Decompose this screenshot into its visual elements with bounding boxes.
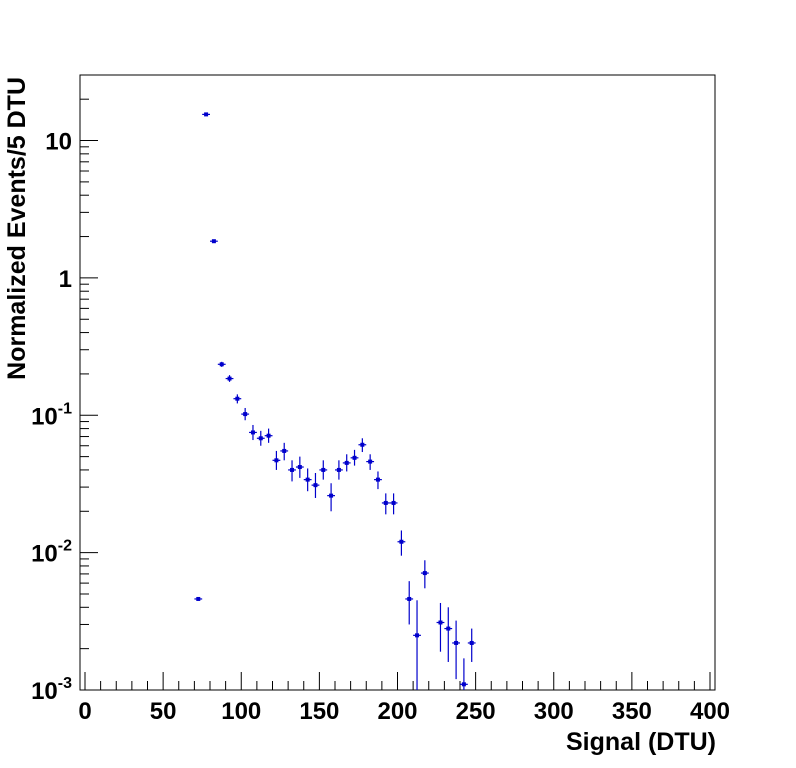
point-marker <box>329 493 334 498</box>
point-marker <box>321 467 326 472</box>
data-point <box>405 581 414 625</box>
data-point <box>350 449 359 466</box>
data-point <box>319 460 328 480</box>
data-point <box>460 658 468 690</box>
data-point <box>366 454 375 470</box>
point-marker <box>219 362 224 367</box>
point-marker <box>407 596 412 601</box>
y-tick-exponent: -3 <box>58 675 72 692</box>
data-point <box>249 424 257 441</box>
data-point <box>256 430 265 446</box>
x-tick-label: 50 <box>150 698 177 725</box>
point-marker <box>461 682 466 687</box>
data-point <box>303 468 312 492</box>
data-point <box>194 596 203 601</box>
data-point <box>335 460 343 480</box>
data-point <box>217 361 226 367</box>
data-point <box>202 112 210 117</box>
data-point <box>327 483 335 512</box>
x-tick-label: 300 <box>534 698 574 725</box>
y-tick-mantissa: 1 <box>59 266 72 293</box>
plot-frame <box>79 74 716 691</box>
point-marker <box>352 455 357 460</box>
point-marker <box>422 571 427 576</box>
y-tick-label: 10-3 <box>31 675 72 705</box>
data-point <box>295 456 304 478</box>
data-point <box>225 375 234 382</box>
point-marker <box>235 396 240 401</box>
point-marker <box>454 640 459 645</box>
point-marker <box>211 239 216 244</box>
y-tick-mantissa: 10 <box>31 403 58 430</box>
x-tick-label: 350 <box>612 698 652 725</box>
point-marker <box>336 467 341 472</box>
data-point <box>288 460 296 482</box>
point-marker <box>204 112 209 117</box>
data-point <box>452 620 460 680</box>
point-marker <box>266 433 271 438</box>
x-axis: 0 50 100 150 200 250 300 350 400 <box>78 672 730 725</box>
y-axis-title: Normalized Events/5 DTU <box>3 77 31 380</box>
point-marker <box>250 430 255 435</box>
x-tick-label: 200 <box>377 698 417 725</box>
data-point <box>436 602 445 652</box>
point-marker <box>399 539 404 544</box>
x-tick-label: 150 <box>299 698 339 725</box>
y-tick-label: 10-1 <box>31 400 72 430</box>
x-tick-label: 400 <box>690 698 730 725</box>
data-point <box>381 493 390 515</box>
point-marker <box>391 500 396 505</box>
point-marker <box>305 477 310 482</box>
data-point <box>280 442 289 461</box>
data-point <box>467 628 476 662</box>
point-marker <box>469 640 474 645</box>
y-tick-mantissa: 10 <box>31 678 58 705</box>
data-point <box>374 471 382 490</box>
y-tick-label: 1 <box>59 266 72 293</box>
data-point <box>233 394 242 404</box>
data-point <box>413 600 421 690</box>
y-tick-mantissa: 10 <box>45 129 72 156</box>
point-marker <box>243 412 248 417</box>
point-marker <box>344 460 349 465</box>
point-marker <box>290 467 295 472</box>
data-point <box>444 607 453 662</box>
point-marker <box>446 626 451 631</box>
point-marker <box>258 436 263 441</box>
data-point <box>389 493 398 515</box>
data-point <box>210 239 218 244</box>
y-tick-label: 10-2 <box>31 538 72 568</box>
y-tick-label: 10 <box>45 129 72 156</box>
point-marker <box>227 376 232 381</box>
point-marker <box>196 596 201 601</box>
point-marker <box>383 500 388 505</box>
data-point <box>397 530 406 556</box>
point-marker <box>297 465 302 470</box>
data-point <box>264 428 273 443</box>
point-marker <box>274 458 279 463</box>
data-point <box>241 407 250 421</box>
point-marker <box>375 477 380 482</box>
data-point <box>272 450 281 470</box>
x-axis-title: Signal (DTU) <box>566 728 716 756</box>
data-point <box>311 472 320 498</box>
data-point <box>358 438 367 453</box>
x-tick-label: 100 <box>221 698 261 725</box>
point-marker <box>313 483 318 488</box>
point-marker <box>368 459 373 464</box>
point-marker <box>438 620 443 625</box>
y-tick-exponent: -2 <box>58 538 72 555</box>
data-point <box>342 454 351 472</box>
y-tick-mantissa: 10 <box>31 541 58 568</box>
data-point <box>420 560 429 589</box>
point-marker <box>415 633 420 638</box>
x-tick-label: 250 <box>456 698 496 725</box>
x-tick-label: 0 <box>78 698 91 725</box>
point-marker <box>360 442 365 447</box>
point-marker <box>282 448 287 453</box>
data-points <box>194 112 476 690</box>
y-tick-exponent: -1 <box>58 400 72 417</box>
